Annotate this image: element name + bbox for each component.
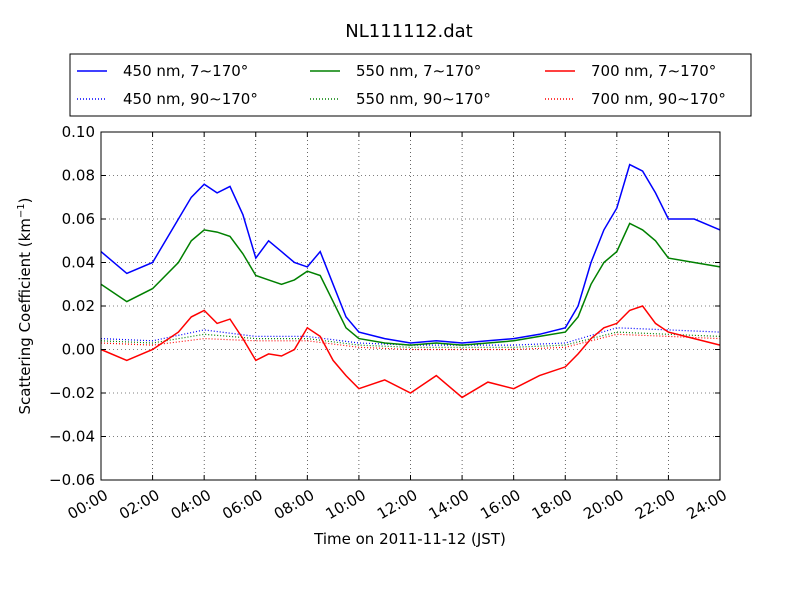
y-tick-label: 0.06 xyxy=(62,210,95,228)
legend-label: 450 nm, 7∼170° xyxy=(123,62,248,80)
x-tick-label: 24:00 xyxy=(684,486,730,523)
x-tick-label: 12:00 xyxy=(374,486,420,523)
x-tick-label: 18:00 xyxy=(529,486,575,523)
y-tick-label: 0.02 xyxy=(62,297,95,315)
y-tick-label: 0.04 xyxy=(62,254,95,272)
y-axis-label: Scattering Coefficient (km−1) xyxy=(16,197,34,414)
y-axis-label-main: Scattering Coefficient (km xyxy=(16,218,34,414)
y-axis-label-close: ) xyxy=(16,197,34,203)
series-line xyxy=(100,222,721,346)
x-tick-label: 02:00 xyxy=(116,486,162,523)
x-tick-label: 20:00 xyxy=(580,486,626,523)
legend-label: 550 nm, 7∼170° xyxy=(356,62,481,80)
x-tick-label: 04:00 xyxy=(168,486,214,523)
x-tick-label: 14:00 xyxy=(426,486,472,523)
plot-area: 00:00 02:00 04:00 06:00 08:00 10:00 12:00 14:00… xyxy=(49,123,730,523)
legend-label: 700 nm, 90∼170° xyxy=(591,90,726,108)
y-axis-label-sup: −1 xyxy=(16,203,27,218)
plot-background xyxy=(101,132,720,480)
y-tick-label: −0.06 xyxy=(49,471,95,489)
series-line xyxy=(100,163,721,344)
x-tick-label: 22:00 xyxy=(632,486,678,523)
legend-frame xyxy=(69,53,752,117)
x-tick-label: 08:00 xyxy=(271,486,317,523)
y-tick-label: 0.10 xyxy=(62,123,95,141)
legend: 450 nm, 7∼170° 550 nm, 7∼170° 700 nm, 7∼17… xyxy=(69,53,752,117)
y-tick-label: −0.04 xyxy=(49,428,95,446)
y-tick-label: 0.00 xyxy=(62,341,95,359)
y-tick-label: −0.02 xyxy=(49,384,95,402)
chart-title: NL111112.dat xyxy=(345,21,472,42)
series-layer xyxy=(100,163,721,399)
x-axis-label: Time on 2011-11-12 (JST) xyxy=(313,530,506,548)
x-tick-label: 10:00 xyxy=(322,486,368,523)
x-tick-label: 16:00 xyxy=(477,486,523,523)
x-tick-label: 00:00 xyxy=(65,486,111,523)
x-tick-label: 06:00 xyxy=(219,486,265,523)
legend-label: 700 nm, 7∼170° xyxy=(591,62,716,80)
y-tick-label: 0.08 xyxy=(62,167,95,185)
legend-label: 450 nm, 90∼170° xyxy=(123,90,258,108)
legend-label: 550 nm, 90∼170° xyxy=(356,90,491,108)
series-line xyxy=(100,305,721,399)
